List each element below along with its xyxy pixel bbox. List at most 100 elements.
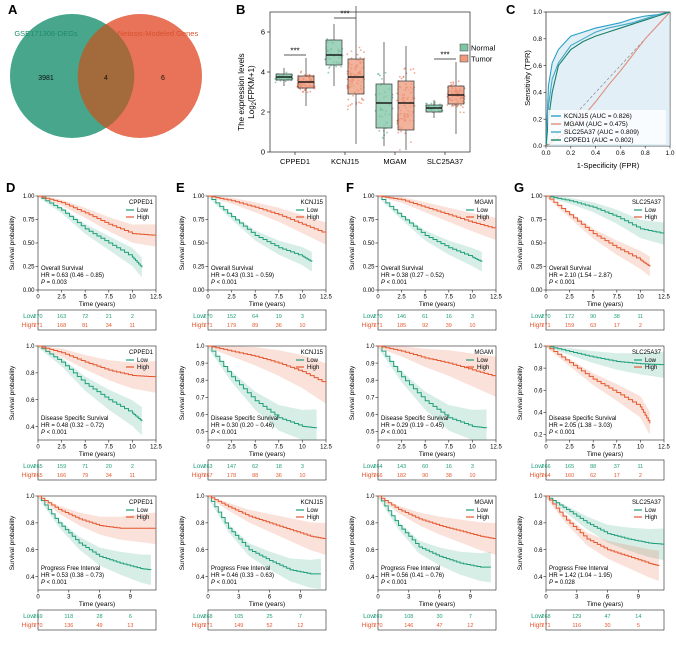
km-risk-low-count: 11 bbox=[638, 464, 644, 470]
km-legend-low-label: Low bbox=[477, 208, 489, 214]
km-curve-low bbox=[208, 495, 321, 575]
km-xtick-label: 0 bbox=[36, 445, 40, 451]
km-ytick-label: 0.6 bbox=[196, 548, 205, 554]
km-risk-low-count: 72 bbox=[82, 314, 88, 320]
km-ytick-label: 0.50 bbox=[23, 241, 35, 247]
km-risk-high-count: 267 bbox=[203, 473, 212, 479]
km-risk-high-count: 47 bbox=[437, 623, 443, 629]
km-xtick-label: 12.5 bbox=[490, 445, 502, 451]
km-xlabel: Time (years) bbox=[249, 451, 285, 458]
boxplot-sig-label: *** bbox=[340, 10, 349, 19]
km-xtick-label: 5 bbox=[254, 445, 258, 451]
boxplot-legend: Normal Tumor bbox=[459, 44, 496, 64]
km-ytick-label: 1.0 bbox=[366, 344, 375, 350]
km-risk-high-count: 270 bbox=[373, 623, 382, 629]
km-hr-label: HR = 0.30 (0.20 − 0.46) bbox=[211, 423, 274, 429]
km-risk-low-count: 7 bbox=[299, 614, 302, 620]
venn-right-count: 6 bbox=[161, 75, 165, 82]
km-risk-low-count: 38 bbox=[614, 314, 620, 320]
km-risk-low-count: 264 bbox=[373, 464, 382, 470]
km-risk-table bbox=[377, 459, 497, 481]
km-risk-high-label: High bbox=[530, 622, 544, 629]
km-risk-high-count: 178 bbox=[227, 473, 236, 479]
km-ytick-label: 0.6 bbox=[534, 388, 543, 394]
km-plot-cpped1-2: 0.4 0.6 0.8 1.0 0 2.5 5 7.5 10 12.5 Time (years) Su… bbox=[9, 344, 162, 481]
boxplot-point bbox=[450, 81, 452, 84]
roc-legend-label: KCNJ15 (AUC = 0.826) bbox=[564, 113, 632, 120]
km-ci-band bbox=[38, 346, 156, 393]
km-curve-high bbox=[208, 195, 327, 234]
km-xlabel: Time (years) bbox=[587, 301, 623, 308]
km-xtick-label: 2.5 bbox=[57, 445, 66, 451]
venn-left-label: GSE171306-DEGs bbox=[14, 29, 78, 38]
km-ytick-label: 0.6 bbox=[26, 398, 35, 404]
km-xtick-label: 2.5 bbox=[565, 295, 574, 301]
km-risk-low-label: Low bbox=[363, 613, 375, 620]
km-risk-high-count: 116 bbox=[572, 623, 581, 629]
venn-overlap bbox=[77, 24, 135, 128]
km-risk-high-count: 5 bbox=[637, 623, 640, 629]
km-risk-high-label: High bbox=[22, 622, 36, 629]
km-risk-high-count: 30 bbox=[605, 623, 611, 629]
km-legend-high-label: High bbox=[477, 515, 489, 521]
km-risk-high-count: 34 bbox=[106, 473, 112, 479]
km-xtick-label: 7.5 bbox=[445, 445, 454, 451]
km-ytick-label: 0.6 bbox=[196, 413, 205, 419]
km-ci-band bbox=[38, 196, 156, 247]
km-legend-title: KCNJ15 bbox=[301, 500, 324, 506]
boxplot-point bbox=[378, 129, 381, 132]
boxplot-point bbox=[409, 68, 412, 71]
boxplot-point bbox=[274, 81, 277, 84]
roc-xtick-label: 0.4 bbox=[591, 150, 600, 157]
km-risk-high-label: High bbox=[530, 472, 544, 479]
km-xtick-label: 7.5 bbox=[105, 445, 114, 451]
km-xlabel: Time (years) bbox=[79, 301, 115, 308]
km-xtick-label: 0 bbox=[376, 595, 380, 601]
km-ytick-label: 0.75 bbox=[193, 218, 205, 224]
km-xlabel: Time (years) bbox=[419, 301, 455, 308]
km-legend-high-label: High bbox=[307, 215, 319, 221]
km-xtick-label: 0 bbox=[544, 295, 548, 301]
km-curve-high bbox=[546, 345, 651, 424]
km-legend-high-label: High bbox=[645, 365, 657, 371]
km-ytick-label: 1.00 bbox=[23, 194, 35, 200]
km-endpoint-label: Overall Survival bbox=[211, 266, 253, 272]
km-hr-label: HR = 0.53 (0.38 − 0.73) bbox=[41, 573, 104, 579]
km-p-label: P < 0.001 bbox=[549, 280, 576, 286]
km-risk-high-count: 36 bbox=[276, 473, 282, 479]
km-ytick-label: 0.8 bbox=[196, 378, 205, 384]
km-risk-high-label: High bbox=[192, 322, 206, 329]
boxplot-category-label: CPPED1 bbox=[280, 157, 310, 166]
km-risk-high-count: 264 bbox=[541, 473, 550, 479]
km-plot-cpped1-3: 0.4 0.6 0.8 1.0 0 3 6 9 Time (years) Survival pro… bbox=[9, 494, 157, 631]
boxplot-point bbox=[379, 74, 381, 77]
km-xtick-label: 2.5 bbox=[397, 295, 406, 301]
km-curve-low bbox=[378, 345, 488, 429]
km-ytick-label: 0.25 bbox=[193, 265, 205, 271]
km-risk-low-count: 268 bbox=[203, 614, 212, 620]
roc-xtick-label: 0.2 bbox=[566, 150, 575, 157]
km-ytick-label: 0.8 bbox=[26, 371, 35, 377]
km-curve-high bbox=[546, 195, 651, 267]
km-xtick-label: 3 bbox=[407, 595, 411, 601]
km-xtick-label: 3 bbox=[237, 595, 241, 601]
km-ci-band bbox=[208, 346, 317, 440]
km-xtick-label: 12.5 bbox=[150, 295, 162, 301]
km-risk-low-count: 30 bbox=[437, 614, 443, 620]
km-risk-low-label: Low bbox=[23, 613, 35, 620]
km-ylabel: Survival probability bbox=[9, 515, 16, 570]
km-ytick-label: 0.75 bbox=[531, 218, 543, 224]
km-ytick-label: 0.8 bbox=[366, 521, 375, 527]
boxplot-point bbox=[346, 53, 349, 56]
km-ci-band bbox=[378, 496, 496, 555]
boxplot-point bbox=[359, 49, 362, 52]
km-risk-high-count: 36 bbox=[276, 323, 282, 329]
km-risk-table bbox=[207, 609, 327, 631]
km-ci-band bbox=[546, 496, 659, 582]
km-risk-table bbox=[37, 609, 157, 631]
km-frame bbox=[207, 495, 327, 591]
km-plot-mgam-3: 0.4 0.6 0.8 1.0 0 3 6 9 Time (years) Survival pro… bbox=[349, 494, 497, 631]
km-endpoint-label: Disease Specific Survival bbox=[211, 416, 278, 422]
roc-ytick-label: 1.0 bbox=[533, 9, 542, 16]
boxplot-point bbox=[398, 149, 401, 151]
